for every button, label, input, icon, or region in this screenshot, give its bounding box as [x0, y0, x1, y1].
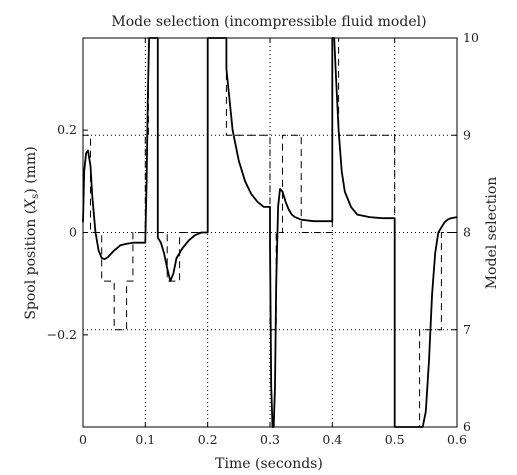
x-tick-label-6: 0.6: [447, 432, 467, 447]
x-tick-label-5: 0.5: [385, 432, 405, 447]
series-layer: [82, 37, 458, 428]
y-left-tick-label-1: 0: [69, 225, 77, 240]
series-spool-position: [82, 37, 458, 428]
x-tick-label-2: 0.2: [198, 432, 218, 447]
x-tick-label-4: 0.4: [322, 432, 342, 447]
chart-title: Mode selection (incompressible fluid mod…: [111, 14, 426, 30]
y-left-tick-label-2: −0.2: [47, 327, 77, 342]
y-label-left-after: ) (mm): [23, 146, 39, 193]
x-axis-label: Time (seconds): [215, 456, 323, 472]
y-right-tick-label-2: 8: [463, 225, 471, 240]
y-right-tick-label-1: 9: [463, 127, 471, 142]
y-axis-label-right: Model selection: [484, 177, 500, 290]
y-label-left-before: Spool position (: [23, 209, 39, 320]
y-right-tick-label-3: 7: [463, 322, 471, 337]
x-tick-label-3: 0.3: [260, 432, 280, 447]
y-label-left-var: X: [23, 198, 39, 210]
y-right-tick-label-0: 10: [463, 30, 479, 45]
x-tick-label-0: 0: [79, 432, 87, 447]
ticks: 0 0.1 0.2 0.3 0.4 0.5 0.6 0.2 0 −0.2 10 9 8 7 6: [47, 30, 479, 447]
x-tick-label-1: 0.1: [135, 432, 155, 447]
y-axis-label-left: Spool position (Xs) (mm): [23, 146, 41, 319]
y-label-left-sub: s: [30, 194, 41, 199]
y-right-tick-label-4: 6: [463, 419, 471, 434]
y-left-tick-label-0: 0.2: [57, 122, 77, 137]
